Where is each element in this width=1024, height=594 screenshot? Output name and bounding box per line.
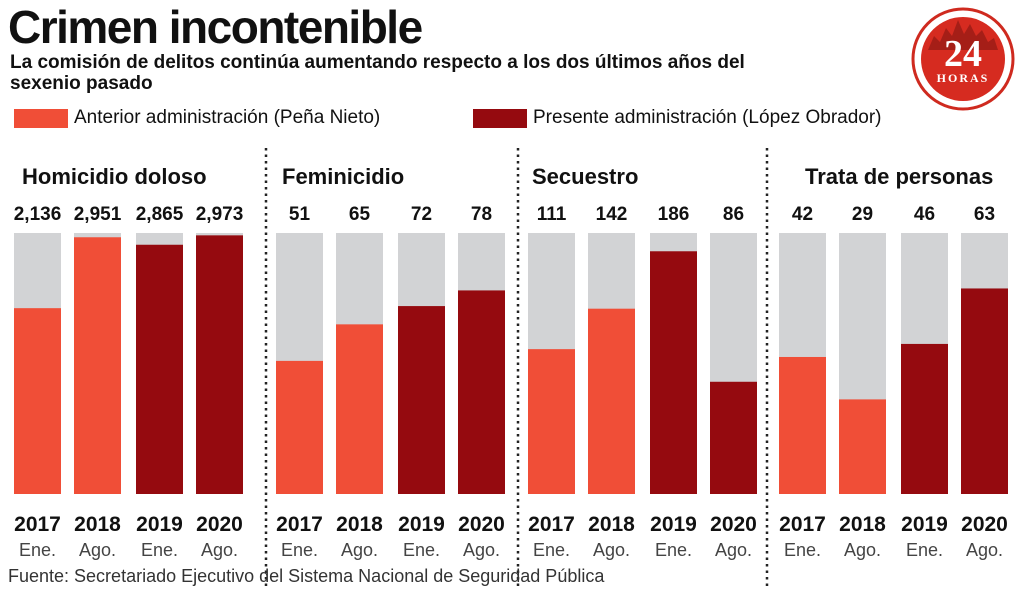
tick-label-year: 2017 xyxy=(528,513,575,536)
bar xyxy=(779,356,826,494)
tick-label-month: Ago. xyxy=(463,540,500,560)
bar xyxy=(196,235,243,494)
data-label: 29 xyxy=(852,204,873,225)
data-label: 2,865 xyxy=(136,204,184,225)
bar xyxy=(458,290,505,494)
logo-word: HORAS xyxy=(937,71,990,85)
data-label: 2,951 xyxy=(74,204,122,225)
data-label: 142 xyxy=(596,204,628,225)
tick-label-month: Ago. xyxy=(593,540,630,560)
bar xyxy=(336,324,383,494)
tick-label-month: Ene. xyxy=(906,540,943,560)
data-label: 72 xyxy=(411,204,432,225)
data-label: 111 xyxy=(537,204,567,225)
data-label: 2,973 xyxy=(196,204,244,225)
tick-label-month: Ene. xyxy=(19,540,56,560)
data-label: 65 xyxy=(349,204,371,225)
data-label: 186 xyxy=(658,204,690,225)
tick-label-year: 2019 xyxy=(136,513,183,536)
data-label: 42 xyxy=(792,204,813,225)
legend-swatch-previous xyxy=(14,108,68,128)
legend-label-previous: Anterior administración (Peña Nieto) xyxy=(74,107,381,128)
bar xyxy=(74,237,121,494)
tick-label-month: Ago. xyxy=(201,540,238,560)
tick-label-month: Ene. xyxy=(403,540,440,560)
tick-label-month: Ago. xyxy=(844,540,881,560)
tick-label-month: Ene. xyxy=(533,540,570,560)
tick-label-month: Ago. xyxy=(715,540,752,560)
data-label: 51 xyxy=(289,204,311,225)
tick-label-month: Ago. xyxy=(341,540,378,560)
tick-label-month: Ago. xyxy=(79,540,116,560)
bar xyxy=(276,360,323,494)
tick-label-year: 2018 xyxy=(588,513,635,536)
tick-label-year: 2019 xyxy=(398,513,445,536)
tick-label-month: Ene. xyxy=(141,540,178,560)
tick-label-year: 2018 xyxy=(336,513,383,536)
source-note: Fuente: Secretariado Ejecutivo del Siste… xyxy=(8,566,605,586)
bar xyxy=(961,288,1008,494)
tick-label-year: 2020 xyxy=(710,513,757,536)
tick-label-month: Ene. xyxy=(655,540,692,560)
bar xyxy=(901,343,948,494)
logo-number: 24 xyxy=(944,33,982,75)
tick-label-year: 2018 xyxy=(74,513,121,536)
group-title: Trata de personas xyxy=(805,164,993,189)
tick-label-month: Ene. xyxy=(784,540,821,560)
tick-label-year: 2020 xyxy=(196,513,243,536)
logo-24-horas-icon: 24 HORAS xyxy=(911,7,1015,111)
tick-label-year: 2019 xyxy=(650,513,697,536)
data-label: 2,136 xyxy=(14,204,62,225)
legend-label-current: Presente administración (López Obrador) xyxy=(533,107,882,128)
legend-previous-administration: Anterior administración (Peña Nieto) xyxy=(14,108,380,128)
group-title: Feminicidio xyxy=(282,164,404,189)
legend-swatch-current xyxy=(473,108,527,128)
chart-title: Crimen incontenible xyxy=(8,1,423,53)
bar xyxy=(650,251,697,494)
tick-label-year: 2019 xyxy=(901,513,948,536)
bar xyxy=(588,308,635,494)
bar xyxy=(14,308,61,494)
tick-label-year: 2018 xyxy=(839,513,886,536)
chart-subtitle: La comisión de delitos continúa aumentan… xyxy=(10,52,745,94)
bar xyxy=(136,244,183,494)
tick-label-month: Ene. xyxy=(281,540,318,560)
tick-label-year: 2020 xyxy=(458,513,505,536)
tick-label-year: 2017 xyxy=(14,513,61,536)
bar xyxy=(710,381,757,494)
bar xyxy=(839,399,886,494)
tick-label-year: 2017 xyxy=(276,513,323,536)
bar xyxy=(528,349,575,494)
group-title: Secuestro xyxy=(532,164,638,189)
data-label: 86 xyxy=(723,204,744,225)
bar xyxy=(398,306,445,494)
tick-label-month: Ago. xyxy=(966,540,1003,560)
data-label: 46 xyxy=(914,204,935,225)
tick-label-year: 2017 xyxy=(779,513,826,536)
data-label: 63 xyxy=(974,204,995,225)
legend-current-administration: Presente administración (López Obrador) xyxy=(473,108,882,128)
tick-label-year: 2020 xyxy=(961,513,1008,536)
data-label: 78 xyxy=(471,204,492,225)
group-title: Homicidio doloso xyxy=(22,164,207,189)
